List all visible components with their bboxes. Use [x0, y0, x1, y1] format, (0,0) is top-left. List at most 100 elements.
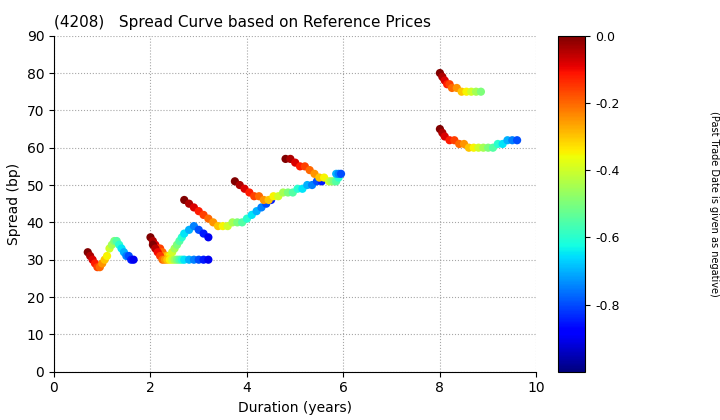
Point: [232, 219, 243, 226]
Point: [227, 219, 238, 226]
Point: [314, 174, 325, 181]
Point: [463, 144, 474, 151]
Point: [475, 88, 487, 95]
Point: [118, 249, 130, 256]
Point: [318, 174, 330, 181]
Point: [444, 81, 455, 88]
Point: [147, 238, 158, 244]
Point: [157, 249, 168, 256]
Point: [434, 126, 446, 132]
Point: [309, 171, 320, 177]
Point: [179, 256, 190, 263]
Point: [147, 241, 158, 248]
Point: [268, 193, 279, 199]
Point: [198, 212, 210, 218]
Point: [125, 256, 137, 263]
Point: [282, 189, 294, 196]
Point: [253, 193, 265, 199]
Point: [193, 226, 204, 233]
Point: [150, 245, 161, 252]
Point: [497, 141, 508, 147]
Point: [446, 84, 458, 91]
Point: [184, 256, 195, 263]
Point: [511, 137, 523, 144]
Point: [297, 185, 308, 192]
Point: [258, 197, 269, 203]
Point: [243, 189, 255, 196]
Point: [256, 204, 267, 211]
Point: [330, 178, 342, 185]
Point: [159, 252, 171, 259]
Point: [150, 241, 161, 248]
Point: [439, 77, 451, 84]
Point: [87, 256, 99, 263]
Point: [507, 137, 518, 144]
Text: (4208)   Spread Curve based on Reference Prices: (4208) Spread Curve based on Reference P…: [54, 16, 431, 30]
Point: [451, 84, 462, 91]
Point: [174, 256, 185, 263]
Point: [248, 193, 260, 199]
Point: [436, 129, 448, 136]
Point: [468, 144, 480, 151]
Y-axis label: Time in years between 5/2/2025 and Trade Date
(Past Trade Date is given as negat: Time in years between 5/2/2025 and Trade…: [708, 86, 720, 322]
Point: [169, 245, 181, 252]
Point: [234, 182, 246, 189]
Point: [325, 178, 337, 185]
Point: [188, 223, 199, 229]
Point: [123, 252, 135, 259]
Point: [184, 200, 195, 207]
Point: [202, 256, 214, 263]
Point: [473, 144, 485, 151]
Point: [188, 204, 199, 211]
Point: [323, 178, 335, 185]
Point: [145, 234, 156, 241]
Point: [82, 249, 94, 256]
Point: [439, 133, 451, 140]
Point: [166, 249, 178, 256]
Point: [164, 252, 176, 259]
Point: [193, 208, 204, 215]
Point: [316, 178, 328, 185]
Point: [89, 260, 101, 267]
Point: [176, 234, 188, 241]
Point: [161, 252, 173, 259]
Point: [333, 171, 344, 177]
Point: [154, 252, 166, 259]
Point: [171, 241, 183, 248]
Point: [449, 137, 460, 144]
Point: [482, 144, 494, 151]
Point: [91, 264, 103, 270]
Point: [198, 256, 210, 263]
Point: [193, 256, 204, 263]
Point: [241, 215, 253, 222]
Point: [164, 256, 176, 263]
Point: [280, 155, 292, 162]
Point: [246, 212, 258, 218]
Point: [311, 178, 323, 185]
Point: [302, 182, 313, 189]
Point: [294, 163, 306, 170]
Point: [169, 256, 181, 263]
Point: [198, 230, 210, 237]
Point: [306, 182, 318, 189]
Point: [161, 256, 173, 263]
Point: [336, 171, 347, 177]
Point: [116, 245, 127, 252]
Point: [328, 178, 340, 185]
Point: [188, 256, 199, 263]
Point: [84, 252, 96, 259]
Point: [444, 137, 455, 144]
Point: [436, 74, 448, 80]
Point: [212, 223, 224, 229]
Point: [292, 185, 303, 192]
Point: [113, 241, 125, 248]
Point: [121, 252, 132, 259]
Point: [202, 215, 214, 222]
Point: [207, 219, 219, 226]
Point: [470, 88, 482, 95]
Point: [477, 144, 489, 151]
Point: [176, 256, 188, 263]
Point: [456, 88, 467, 95]
Point: [502, 137, 513, 144]
Point: [229, 178, 240, 185]
